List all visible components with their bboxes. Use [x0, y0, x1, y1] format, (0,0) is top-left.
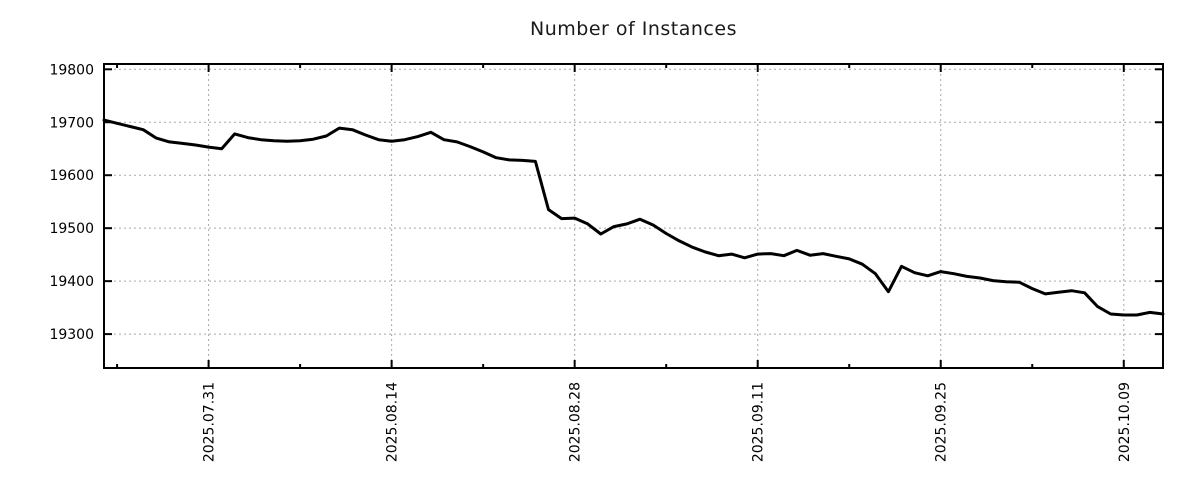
plot-border [103, 63, 1164, 369]
x-tick-label: 2025.08.14 [385, 382, 401, 462]
y-tick-label: 19400 [49, 274, 94, 290]
x-tick-label: 2025.10.09 [1117, 382, 1133, 462]
x-tick-label: 2025.07.31 [202, 382, 218, 462]
y-tick-label: 19300 [49, 327, 94, 343]
data-line-number-of-instances [102, 118, 1165, 317]
y-tick-label: 19700 [49, 115, 94, 131]
x-tick-label: 2025.09.11 [751, 382, 767, 462]
x-tick-label: 2025.09.25 [934, 382, 950, 462]
chart-title: Number of Instances [530, 18, 737, 40]
y-tick-label: 19500 [49, 221, 94, 237]
y-tick-label: 19800 [49, 62, 94, 78]
y-tick-label: 19600 [49, 168, 94, 184]
x-tick-label: 2025.08.28 [568, 382, 584, 462]
